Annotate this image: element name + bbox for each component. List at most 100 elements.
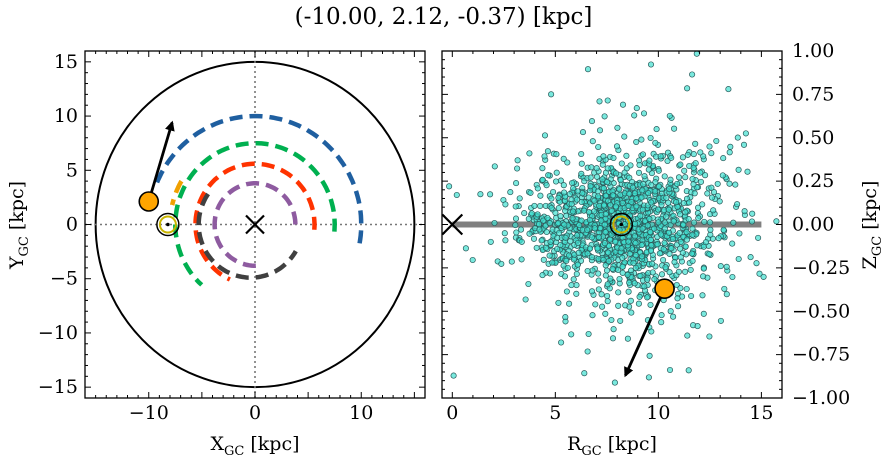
right-y-tick-label: 0.25: [792, 170, 834, 192]
scatter-point: [537, 202, 544, 210]
scatter-point: [600, 153, 607, 160]
scatter-point: [753, 260, 760, 267]
scatter-point: [612, 203, 619, 210]
scatter-point: [648, 181, 655, 188]
scatter-point: [677, 238, 684, 246]
scatter-point: [526, 150, 533, 157]
scatter-point: [526, 230, 533, 237]
scatter-point: [736, 230, 743, 237]
scatter-point: [730, 219, 737, 226]
scatter-point: [756, 270, 763, 277]
scatter-point: [603, 267, 611, 274]
scatter-point: [601, 240, 608, 247]
scatter-point: [536, 226, 543, 233]
scatter-point: [682, 243, 689, 250]
scatter-point: [646, 157, 653, 164]
scatter-point: [574, 261, 581, 268]
scatter-point: [548, 91, 555, 98]
left-y-tick-label: −5: [50, 268, 78, 290]
scatter-point: [637, 272, 644, 279]
left-panel-galactic-plane: −10 0 10 −15 −10 −5 0 5 10 15 XGC [kpc] YGC [kpc]: [6, 50, 426, 459]
scatter-point: [655, 167, 662, 174]
scatter-point: [647, 134, 654, 142]
scatter-point: [610, 326, 617, 333]
scatter-point: [552, 178, 560, 185]
object-marker: [138, 191, 160, 212]
scatter-point: [677, 254, 684, 261]
scatter-point: [617, 177, 624, 184]
scatter-point: [740, 141, 748, 148]
scatter-point: [573, 290, 580, 297]
scatter-point: [446, 183, 453, 190]
scatter-point: [648, 199, 655, 206]
scatter-point: [508, 258, 515, 265]
scatter-point: [602, 192, 609, 199]
scatter-point: [655, 206, 662, 213]
right-x-tick-label: 10: [646, 402, 670, 424]
scatter-point: [453, 191, 460, 199]
scatter-point: [596, 98, 603, 105]
scatter-point: [588, 234, 595, 241]
scatter-point: [649, 260, 656, 267]
scatter-point: [477, 191, 484, 198]
scatter-point: [550, 188, 557, 196]
scatter-point: [516, 195, 523, 202]
scatter-point: [525, 215, 532, 222]
scatter-point: [626, 174, 633, 181]
scatter-point: [534, 211, 541, 218]
scatter-point: [713, 137, 720, 145]
scatter-point: [541, 153, 548, 160]
scatter-point: [564, 264, 571, 271]
sun-marker-dot: [619, 222, 624, 227]
scatter-point: [554, 245, 561, 253]
scatter-point: [638, 253, 645, 260]
scatter-point: [721, 285, 728, 292]
scatter-point: [658, 319, 665, 326]
right-y-tick-label: 1.00: [792, 40, 834, 62]
scatter-point: [604, 298, 611, 305]
scatter-point: [710, 207, 717, 214]
scatter-point: [574, 232, 581, 239]
scatter-point: [527, 189, 534, 196]
scatter-point: [658, 271, 666, 278]
scatter-point: [699, 201, 706, 208]
scatter-point: [640, 181, 647, 188]
scatter-point: [585, 330, 592, 338]
scatter-point: [544, 148, 551, 155]
left-y-tick-label: 5: [66, 159, 78, 181]
sun-marker-outer: [156, 212, 180, 237]
scatter-point: [644, 276, 651, 283]
spiral-arm-1: [154, 113, 364, 244]
scatter-point: [661, 239, 668, 246]
spiral-arm-2: [173, 140, 337, 287]
scatter-point: [608, 316, 615, 324]
scatter-point: [677, 245, 684, 252]
right-y-tick-label: 0.75: [792, 83, 834, 105]
scatter-point: [686, 199, 693, 206]
spiral-arm-3: [170, 179, 184, 206]
scatter-point: [675, 268, 682, 275]
scatter-point: [641, 283, 648, 290]
scatter-point: [599, 161, 606, 168]
scatter-point: [648, 328, 655, 335]
scatter-point: [578, 160, 585, 167]
scatter-point: [581, 370, 588, 377]
left-y-axis-label: YGC [kpc]: [6, 181, 32, 270]
scatter-point: [656, 183, 663, 190]
scatter-point: [530, 235, 538, 242]
scatter-point: [689, 175, 696, 183]
scatter-point: [626, 190, 633, 197]
right-y-tick-label: 0.50: [792, 127, 834, 149]
scatter-point: [615, 266, 622, 274]
scatter-point: [755, 234, 762, 241]
scatter-point: [600, 256, 607, 263]
scatter-point: [525, 280, 532, 288]
scatter-point: [645, 190, 652, 197]
scatter-point: [646, 352, 653, 359]
scatter-point: [563, 288, 570, 295]
scatter-point: [514, 157, 521, 164]
scatter-point: [719, 172, 726, 179]
scatter-point: [560, 155, 567, 162]
scatter-point: [723, 263, 730, 270]
